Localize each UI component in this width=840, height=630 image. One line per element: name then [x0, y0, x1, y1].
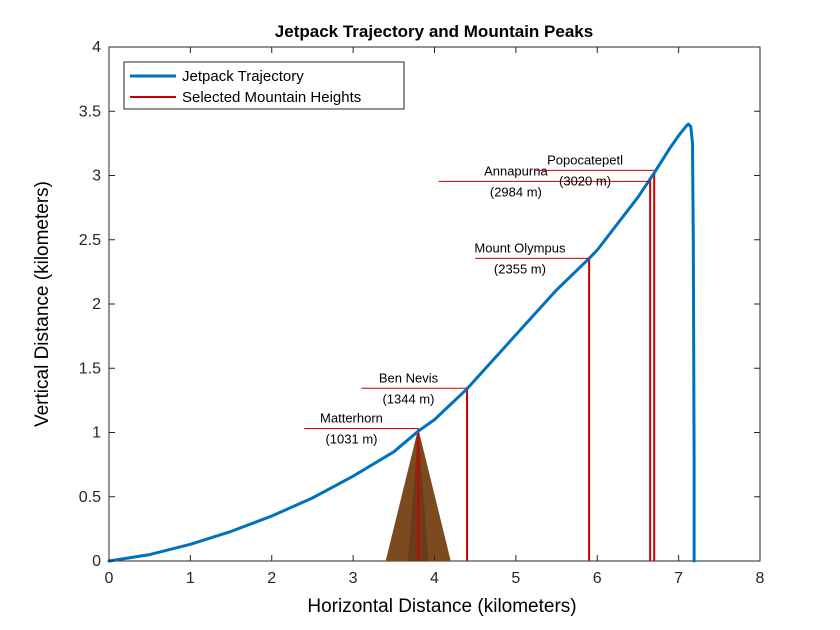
x-tick-label: 5: [511, 570, 520, 587]
annotation-name: Matterhorn: [320, 411, 383, 426]
y-tick-label: 3.5: [79, 103, 101, 120]
annotation-height: (1344 m): [382, 391, 434, 406]
annotation-name: Mount Olympus: [474, 240, 566, 255]
annotation-height: (3020 m): [559, 173, 611, 188]
annotation-height: (2984 m): [490, 184, 542, 199]
y-tick-label: 3: [92, 168, 101, 185]
annotation-name: Ben Nevis: [379, 370, 439, 385]
axis-ticks: 0 1 2 3 4 5 6 7 8 0 0.5 1 1.5 2 2.5 3 3.5 4: [79, 39, 765, 587]
x-axis-title: Horizontal Distance (kilometers): [307, 596, 576, 617]
trajectory-layer: [107, 122, 696, 563]
mountain-height-lines: [417, 172, 656, 561]
annotation-height: (2355 m): [494, 261, 546, 276]
x-tick-label: 1: [186, 570, 195, 587]
y-tick-label: 1.5: [79, 360, 101, 377]
x-tick-label: 3: [349, 570, 358, 587]
x-tick-label: 0: [105, 570, 114, 587]
y-tick-label: 2.5: [79, 232, 101, 249]
y-tick-label: 1: [92, 425, 101, 442]
legend-box: [123, 61, 405, 110]
x-tick-label: 6: [593, 570, 602, 587]
annotation-name: Popocatepetl: [547, 152, 623, 167]
y-tick-label: 4: [92, 39, 101, 56]
x-tick-label: 8: [756, 570, 765, 587]
legend-trajectory-label: Jetpack Trajectory: [182, 68, 304, 85]
x-tick-label: 4: [430, 570, 439, 587]
plot-area: [108, 46, 761, 562]
y-tick-label: 2: [92, 296, 101, 313]
x-tick-label: 7: [674, 570, 683, 587]
y-axis-title: Vertical Distance (kilometers): [32, 181, 53, 427]
x-tick-label: 2: [267, 570, 276, 587]
y-tick-label: 0: [92, 553, 101, 570]
y-tick-label: 0.5: [79, 489, 101, 506]
legend: Jetpack Trajectory Selected Mountain Hei…: [123, 61, 405, 110]
annotation-name: Annapurna: [484, 163, 548, 178]
chart-title: Jetpack Trajectory and Mountain Peaks: [275, 22, 593, 41]
trajectory-line: [107, 122, 696, 563]
annotation-layer: Matterhorn (1031 m) Ben Nevis (1344 m) Mount…: [304, 152, 655, 447]
annotation-height: (1031 m): [325, 432, 377, 447]
legend-mountain-label: Selected Mountain Heights: [182, 89, 361, 106]
